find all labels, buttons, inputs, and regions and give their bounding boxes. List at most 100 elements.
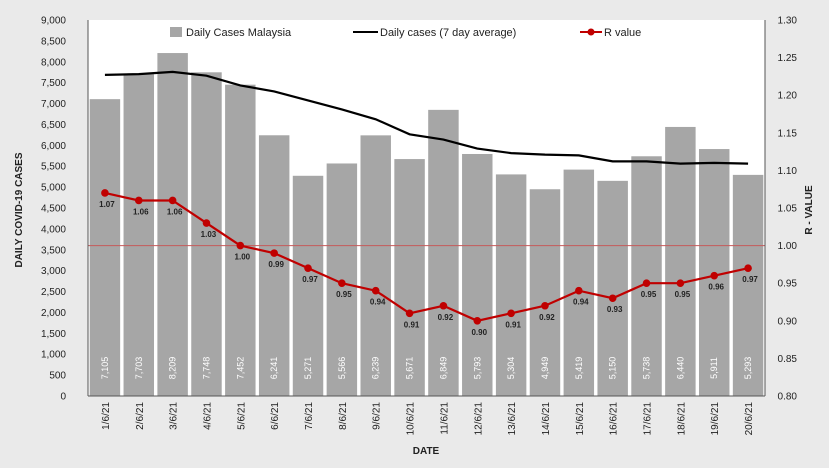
x-tick-label: 5/6/21 xyxy=(236,402,247,430)
r-value-point xyxy=(575,286,583,295)
bars xyxy=(89,53,764,397)
y-tick-label: 500 xyxy=(49,371,66,382)
bar-value-label: 5,419 xyxy=(574,357,584,380)
x-tick-label: 11/6/21 xyxy=(439,402,450,435)
bar-4/6/21 xyxy=(191,72,222,396)
bar-2/6/21 xyxy=(123,74,155,396)
r-value-point xyxy=(236,241,245,250)
bar-value-label: 7,703 xyxy=(134,357,144,380)
bar-value-label: 6,239 xyxy=(371,357,381,380)
r-value-point xyxy=(101,189,109,197)
axes: 0 500 1,000 1,500 2,000 2,500 3,000 3,500 4,000 4… xyxy=(41,16,797,436)
y2-tick-label: 1.25 xyxy=(778,53,798,64)
r-value-label: 1.06 xyxy=(167,207,183,216)
r-value-point xyxy=(710,271,719,280)
bar-6/6/21 xyxy=(258,135,290,396)
y2-tick-label: 1.10 xyxy=(778,166,798,177)
y-tick-label: 7,500 xyxy=(41,78,66,89)
bar-value-label: 6,849 xyxy=(438,357,448,380)
plot-background xyxy=(88,20,765,396)
r-value-point xyxy=(168,196,177,205)
bar-value-label: 5,271 xyxy=(303,357,313,380)
r-value-label: 1.00 xyxy=(235,253,251,262)
r-value-label: 1.03 xyxy=(201,230,217,239)
r-value-point xyxy=(642,279,651,288)
x-tick-label: 7/6/21 xyxy=(304,402,315,430)
y-tick-label: 5,500 xyxy=(41,162,66,173)
x-tick-label: 14/6/21 xyxy=(541,402,552,436)
r-value-label: 0.94 xyxy=(573,298,589,307)
bar-value-label: 5,150 xyxy=(608,357,618,380)
r-value-label: 0.95 xyxy=(641,290,657,299)
r-value-point xyxy=(473,317,482,325)
bar-value-label: 7,105 xyxy=(100,357,110,380)
bar-9/6/21 xyxy=(360,135,391,396)
y-axis-title: DAILY COVID-19 CASES xyxy=(14,152,25,267)
y-tick-label: 3,000 xyxy=(41,266,66,277)
y2-tick-label: 1.15 xyxy=(778,128,798,139)
r-value-label: 0.96 xyxy=(708,283,724,292)
r-value-label: 0.97 xyxy=(742,275,758,284)
y2-tick-label: 0.85 xyxy=(778,354,798,365)
y-tick-label: 4,500 xyxy=(41,204,66,215)
bar-18/6/21 xyxy=(665,126,696,396)
x-tick-label: 2/6/21 xyxy=(135,402,146,430)
r-value-label: 1.07 xyxy=(99,200,115,209)
x-tick-label: 13/6/21 xyxy=(507,402,518,436)
line-r-value xyxy=(104,191,749,322)
bar-14/6/21 xyxy=(529,189,561,396)
r-value-point xyxy=(608,294,617,303)
x-tick-label: 17/6/21 xyxy=(643,402,654,436)
r-value-point xyxy=(338,279,346,288)
legend-label-r-value: R value xyxy=(604,27,641,39)
r-value-point xyxy=(439,301,448,310)
x-tick-label: 4/6/21 xyxy=(202,402,213,430)
legend-label-7day-average: Daily cases (7 day average) xyxy=(380,27,516,39)
y-tick-label: 9,000 xyxy=(41,16,66,27)
plot-area xyxy=(88,20,765,396)
bar-20/6/21 xyxy=(732,174,764,396)
x-tick-label: 15/6/21 xyxy=(575,402,586,436)
y-tick-label: 2,000 xyxy=(41,308,66,319)
r-value-label: 0.92 xyxy=(438,313,454,322)
bar-value-label: 5,793 xyxy=(472,357,482,380)
bar-value-label: 8,209 xyxy=(168,357,178,380)
bar-value-label: 6,241 xyxy=(269,357,279,380)
x-tick-label: 3/6/21 xyxy=(169,402,180,430)
y-tick-label: 3,500 xyxy=(41,245,66,256)
bar-value-label: 5,671 xyxy=(405,357,415,380)
r-value-point xyxy=(134,196,143,205)
y2-tick-label: 1.30 xyxy=(778,16,798,27)
r-value-label: 0.99 xyxy=(268,260,284,269)
bar-value-label: 4,949 xyxy=(540,357,550,380)
y2-tick-label: 1.20 xyxy=(778,91,798,102)
r-value-point xyxy=(744,264,752,272)
x-tick-label: 10/6/21 xyxy=(406,402,417,436)
r-value-point xyxy=(371,286,380,295)
r-value-label: 0.91 xyxy=(404,320,420,329)
x-tick-label: 18/6/21 xyxy=(676,402,687,436)
x-tick-label: 1/6/21 xyxy=(101,402,112,430)
line-7day-average xyxy=(104,70,749,165)
bar-value-label: 5,566 xyxy=(337,357,347,380)
y-tick-label: 8,500 xyxy=(41,36,66,47)
y2-tick-label: 0.95 xyxy=(778,279,798,290)
r-value-point xyxy=(270,249,278,257)
bar-3/6/21 xyxy=(157,53,188,396)
r-value-label: 0.92 xyxy=(539,313,555,322)
y2-axis-title: R - VALUE xyxy=(804,185,815,235)
y-tick-label: 1,000 xyxy=(41,350,66,361)
legend-label-daily-cases: Daily Cases Malaysia xyxy=(186,27,292,39)
r-value-label: 0.91 xyxy=(505,320,521,329)
bar-value-label: 5,304 xyxy=(506,357,516,380)
r-value-label: 1.06 xyxy=(133,207,149,216)
r-value-point xyxy=(676,279,685,288)
r-value-label: 0.90 xyxy=(471,328,487,337)
bar-7/6/21 xyxy=(292,175,324,396)
legend-swatch-daily-cases xyxy=(170,27,182,37)
y-tick-label: 8,000 xyxy=(41,57,66,68)
r-value-label: 0.95 xyxy=(675,290,691,299)
bar-16/6/21 xyxy=(597,180,628,396)
x-tick-label: 19/6/21 xyxy=(710,402,721,436)
bar-11/6/21 xyxy=(428,109,459,396)
